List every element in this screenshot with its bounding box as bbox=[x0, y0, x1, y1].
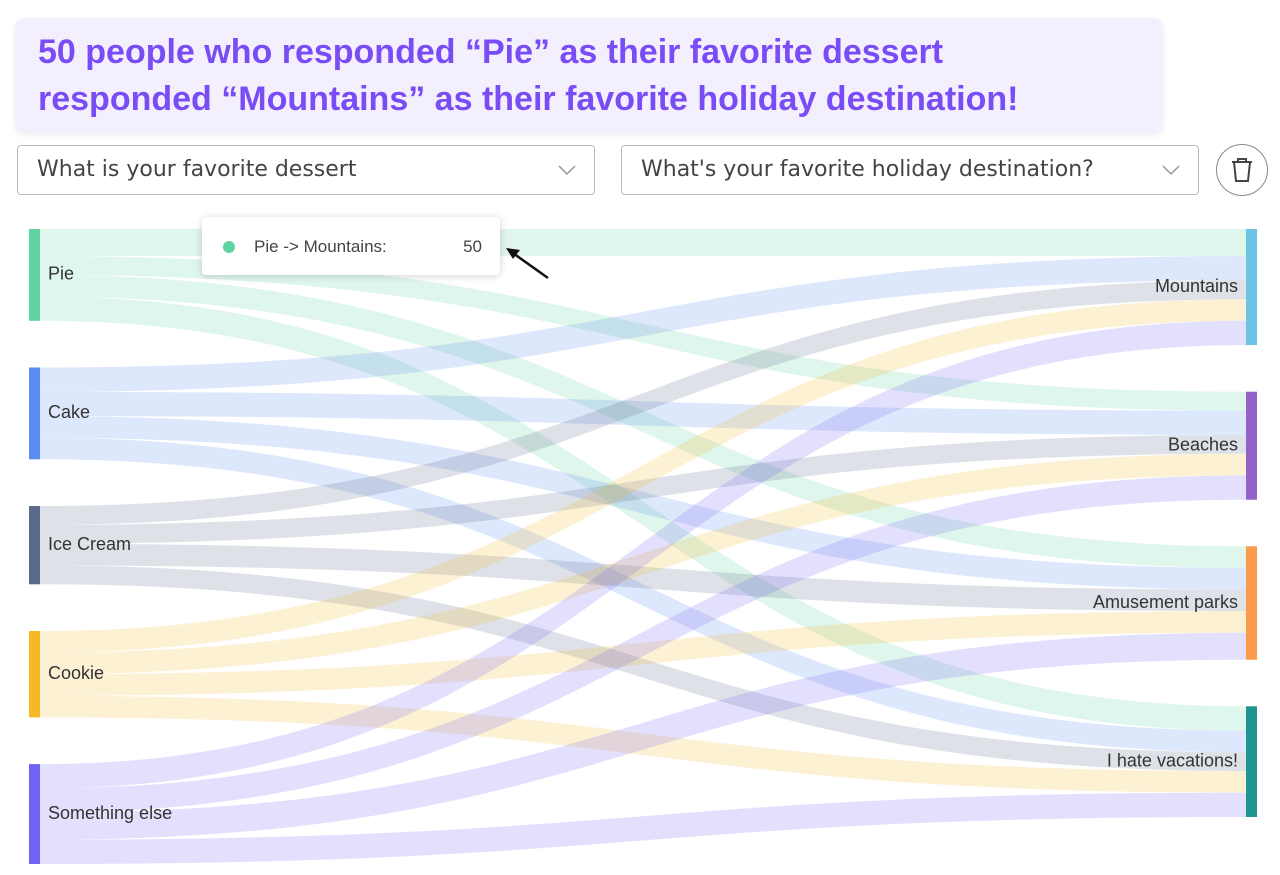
dropdown[interactable]: What is your favorite dessert bbox=[17, 145, 595, 195]
headline-bubble: 50 people who responded “Pie” as their f… bbox=[15, 18, 1163, 133]
sankey-link bbox=[40, 565, 1246, 772]
trash-icon bbox=[1232, 158, 1252, 182]
links bbox=[40, 229, 1246, 864]
target-node bbox=[1246, 229, 1257, 346]
sankey-link bbox=[40, 416, 1246, 590]
headline: 50 people who responded “Pie” as their f… bbox=[38, 33, 944, 71]
sankey-link bbox=[40, 274, 1246, 568]
sankey-link bbox=[40, 280, 1246, 525]
sankey-link bbox=[40, 391, 1246, 435]
source-label: Pie bbox=[48, 264, 74, 284]
sankey-link bbox=[40, 256, 1246, 411]
target-node bbox=[1246, 706, 1257, 817]
target-label: Mountains bbox=[1155, 276, 1238, 296]
target-node bbox=[1246, 546, 1257, 660]
sankey-link bbox=[40, 632, 1246, 840]
sankey-link bbox=[40, 437, 1246, 753]
dropdown-label: What is your favorite dessert bbox=[37, 157, 357, 182]
source-label: Cake bbox=[48, 402, 90, 422]
target-label: Amusement parks bbox=[1093, 592, 1238, 612]
chevron bbox=[558, 165, 576, 176]
sankey-link bbox=[40, 299, 1246, 653]
target-label: Beaches bbox=[1168, 434, 1238, 454]
dropdown[interactable]: What's your favorite holiday destination… bbox=[621, 145, 1199, 195]
sankey-link bbox=[40, 256, 1246, 392]
chevron bbox=[1162, 165, 1180, 176]
sankey-link bbox=[40, 296, 1246, 731]
sankey-link bbox=[40, 543, 1246, 612]
tooltip-dot bbox=[223, 241, 235, 253]
source-label: Something else bbox=[48, 803, 172, 823]
sankey-link bbox=[40, 792, 1246, 864]
pointer-arrow bbox=[506, 248, 549, 280]
target-label: I hate vacations! bbox=[1107, 750, 1238, 770]
tooltip-value: 50 bbox=[463, 237, 482, 256]
sankey-link bbox=[40, 434, 1246, 544]
source-node bbox=[29, 764, 40, 864]
delete-button[interactable] bbox=[1216, 144, 1268, 196]
sankey-link bbox=[40, 695, 1246, 793]
tooltip-label: Pie -> Mountains: bbox=[254, 237, 387, 256]
source-node bbox=[29, 229, 40, 321]
sankey-link bbox=[40, 453, 1246, 675]
source-node bbox=[29, 367, 40, 460]
source-node bbox=[29, 631, 40, 718]
source-node bbox=[29, 506, 40, 585]
tooltip: Pie -> Mountains: 50 bbox=[202, 217, 500, 275]
dropdown-label: What's your favorite holiday destination… bbox=[641, 157, 1094, 182]
sankey-link bbox=[40, 475, 1246, 813]
source-label: Ice Cream bbox=[48, 534, 131, 554]
target-node bbox=[1246, 391, 1257, 500]
sankey-link bbox=[40, 320, 1246, 789]
sankey-link bbox=[40, 611, 1246, 696]
headline: responded “Mountains” as their favorite … bbox=[38, 80, 1019, 118]
source-label: Cookie bbox=[48, 663, 104, 683]
